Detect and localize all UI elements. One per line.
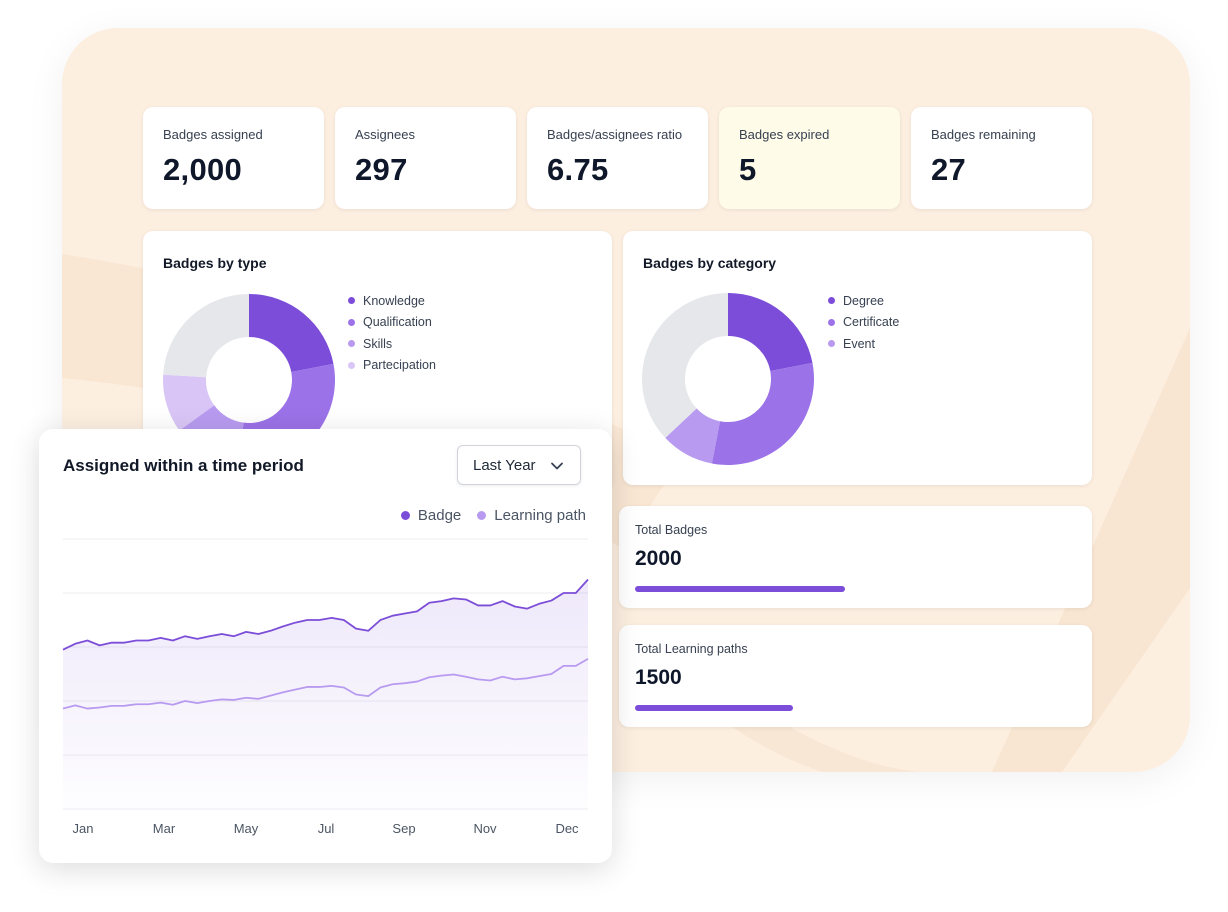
time-period-line-chart: Jan Mar May Jul Sep Nov Dec [62, 538, 589, 836]
legend-label: Skills [363, 336, 393, 351]
badges-by-category-legend: Degree Certificate Event [828, 290, 899, 355]
series-line-learning-path [62, 658, 589, 710]
total-badges-card: Total Badges 2000 [619, 506, 1092, 608]
legend-item-knowledge: Knowledge [348, 290, 436, 312]
total-label: Total Learning paths [635, 642, 748, 656]
stat-value: 297 [355, 152, 408, 187]
total-badges-bar [635, 586, 845, 592]
legend-dot [828, 297, 835, 305]
legend-label: Badge [417, 507, 462, 524]
legend-item-qualification: Qualification [348, 312, 436, 334]
badges-by-category-card: Badges by category Degree Certificate Ev… [623, 231, 1092, 485]
legend-label: Event [843, 336, 875, 351]
donut-slice-partecipation [163, 374, 215, 431]
x-tick-label-may: May [234, 821, 259, 836]
legend-label: Certificate [843, 315, 900, 330]
legend-item-learning-path: Learning path [477, 507, 586, 524]
stat-value: 2,000 [163, 152, 243, 187]
donut-slice-remaining [163, 294, 249, 378]
donut-slice-degree [728, 293, 813, 371]
legend-dot [348, 297, 355, 305]
legend-item-badge: Badge [400, 507, 462, 524]
legend-item-certificate: Certificate [828, 312, 899, 334]
panel-title: Badges by type [163, 255, 267, 271]
donut-slice-event [665, 408, 720, 464]
x-tick-label-nov: Nov [473, 821, 497, 836]
legend-dot [828, 340, 835, 348]
stat-label: Assignees [355, 127, 415, 142]
x-tick-label-dec: Dec [555, 821, 579, 836]
legend-label: Learning path [494, 507, 586, 524]
donut-slice-certificate [711, 362, 814, 465]
x-tick-label-jan: Jan [73, 821, 94, 836]
stat-value: 6.75 [547, 152, 609, 187]
time-period-legend: Badge Learning path [385, 507, 586, 524]
donut-slice-knowledge [249, 294, 334, 372]
legend-label: Partecipation [363, 358, 436, 373]
x-tick-label-mar: Mar [153, 821, 176, 836]
legend-item-partecipation: Partecipation [348, 355, 436, 377]
legend-dot [348, 318, 355, 326]
legend-dot [828, 318, 835, 326]
badges-by-category-donut [642, 293, 814, 465]
legend-item-degree: Degree [828, 290, 899, 312]
total-value: 2000 [635, 547, 682, 570]
stat-card-badges-assigned: Badges assigned 2,000 [143, 107, 324, 209]
legend-item-event: Event [828, 333, 899, 355]
x-tick-label-jul: Jul [318, 821, 335, 836]
legend-label: Knowledge [363, 293, 425, 308]
legend-label: Qualification [363, 315, 432, 330]
legend-item-skills: Skills [348, 333, 436, 355]
total-value: 1500 [635, 666, 682, 689]
legend-dot [348, 340, 355, 348]
stat-card-ratio: Badges/assignees ratio 6.75 [527, 107, 708, 209]
stat-label: Badges expired [739, 127, 830, 142]
legend-dot [348, 361, 355, 369]
stat-card-badges-remaining: Badges remaining 27 [911, 107, 1092, 209]
legend-dot [477, 511, 487, 520]
total-label: Total Badges [635, 523, 708, 537]
x-tick-label-sep: Sep [392, 821, 415, 836]
panel-title: Badges by category [643, 255, 777, 271]
badge-area-fill [63, 579, 588, 809]
period-select-value: Last Year [473, 456, 536, 474]
stat-label: Badges remaining [931, 127, 1036, 142]
time-period-title: Assigned within a time period [63, 456, 304, 475]
period-select[interactable]: Last Year [457, 445, 581, 485]
legend-dot [400, 511, 410, 520]
total-learning-paths-bar [635, 705, 793, 711]
legend-label: Degree [843, 293, 884, 308]
stat-value: 5 [739, 152, 757, 187]
time-period-card: Assigned within a time period Last Year … [39, 429, 612, 863]
stat-card-assignees: Assignees 297 [335, 107, 516, 209]
donut-slice-remaining [642, 293, 728, 438]
chevron-down-icon [551, 462, 563, 470]
stat-card-badges-expired: Badges expired 5 [719, 107, 900, 209]
stat-value: 27 [931, 152, 967, 187]
series-line-badge [62, 578, 589, 651]
badges-by-type-legend: Knowledge Qualification Skills Partecipa… [348, 290, 436, 376]
stat-label: Badges assigned [163, 127, 263, 142]
stat-label: Badges/assignees ratio [547, 127, 683, 142]
total-learning-paths-card: Total Learning paths 1500 [619, 625, 1092, 727]
